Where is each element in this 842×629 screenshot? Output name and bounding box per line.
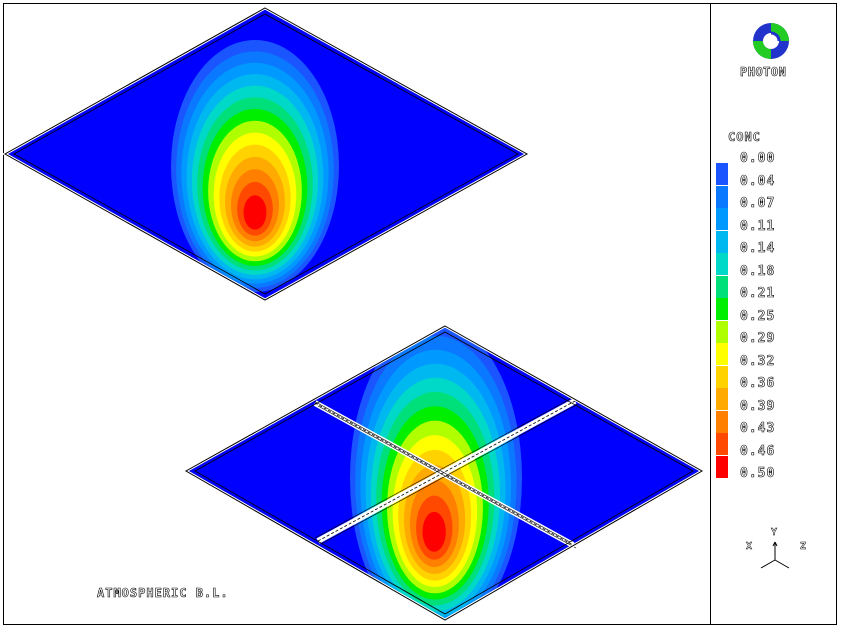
legend-swatch	[716, 320, 728, 343]
legend-tick-label: 0.36	[740, 376, 776, 392]
legend-tick-label: 0.14	[740, 241, 776, 257]
axis-label-x: X	[746, 541, 753, 553]
legend-tick-label: 0.25	[740, 308, 776, 324]
legend-tick-label: 0.32	[740, 353, 776, 369]
axis-triad-icon	[760, 541, 790, 569]
bottom-plate-gaps	[311, 397, 579, 549]
legend-swatch	[716, 208, 728, 230]
legend-tick-label: 0.11	[740, 218, 776, 234]
scene-caption: ATMOSPHERIC B.L.	[97, 586, 229, 601]
legend-tick-label: 0.21	[740, 286, 776, 302]
legend-swatch	[716, 275, 728, 298]
legend-swatch	[716, 455, 728, 478]
legend-tick-label: 0.00	[740, 151, 776, 167]
legend-tick-label: 0.07	[740, 196, 776, 212]
legend-swatch	[716, 230, 728, 253]
legend-swatch	[716, 433, 728, 455]
bottom-plate	[182, 324, 706, 622]
legend-swatch	[716, 298, 728, 320]
legend-tick-label: 0.39	[740, 398, 776, 414]
panel-divider	[710, 3, 711, 625]
legend-swatch	[716, 343, 728, 365]
photon-logo-icon	[753, 23, 789, 59]
legend-tick-label: 0.18	[740, 263, 776, 279]
axis-label-z: Z	[800, 541, 807, 553]
legend-swatch	[716, 410, 728, 433]
top-plate	[1, 6, 531, 302]
legend-tick-label: 0.43	[740, 421, 776, 437]
legend-swatch	[716, 163, 728, 185]
legend-title: CONC	[728, 130, 761, 145]
viewport-frame	[3, 3, 837, 625]
contour-band	[422, 511, 446, 552]
brand-name: PHOTON	[740, 65, 787, 80]
bottom-plume-contours	[350, 326, 522, 620]
contour-band	[243, 195, 267, 230]
legend-tick-label: 0.50	[740, 466, 776, 482]
legend-swatch	[716, 365, 728, 388]
legend-swatch	[716, 253, 728, 275]
legend-tick-label: 0.46	[740, 443, 776, 459]
legend-swatch	[716, 185, 728, 208]
axis-label-y: Y	[771, 527, 778, 539]
legend-swatch	[716, 388, 728, 410]
legend-tick-label: 0.04	[740, 173, 776, 189]
top-plume-contours	[171, 40, 339, 292]
legend-tick-label: 0.29	[740, 331, 776, 347]
